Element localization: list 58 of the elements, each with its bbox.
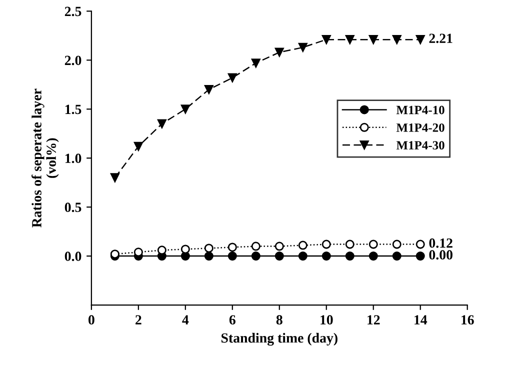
point — [180, 244, 190, 254]
point — [392, 252, 402, 261]
point — [368, 252, 378, 261]
y-tick-label: 1.0 — [65, 154, 82, 164]
x-tick-label: 8 — [276, 315, 282, 325]
point — [322, 252, 331, 261]
y-tick-label: 1.5 — [65, 104, 82, 114]
point — [322, 240, 331, 249]
point — [298, 252, 308, 261]
x-tick-label: 16 — [462, 315, 474, 325]
point — [392, 240, 402, 249]
point — [204, 244, 214, 253]
x-tick-label: 6 — [229, 315, 236, 325]
legend-label: M1P4-30 — [396, 141, 444, 150]
y-tick-label: 2.0 — [64, 56, 82, 66]
x-tick-label: 0 — [88, 315, 94, 325]
point — [322, 35, 331, 44]
x-tick-label: 14 — [414, 315, 428, 324]
point — [416, 252, 425, 261]
point — [368, 240, 378, 249]
point — [345, 252, 354, 261]
point — [110, 173, 120, 182]
y-tick-label: 0.5 — [64, 202, 82, 212]
point — [274, 252, 284, 261]
point — [228, 242, 237, 252]
point — [416, 35, 425, 44]
point — [274, 242, 284, 251]
point — [228, 73, 237, 82]
x-tick-label: 2 — [136, 315, 142, 324]
x-tick-label: 12 — [368, 315, 380, 324]
y-tick-label: 0.0 — [64, 252, 82, 262]
x-tick-label: 4 — [182, 315, 189, 324]
legend-label: M1P4-10 — [396, 106, 444, 114]
point — [345, 240, 354, 249]
y-tick-label: 2.5 — [64, 6, 82, 16]
point — [157, 119, 166, 128]
point — [134, 142, 143, 151]
point — [298, 240, 308, 250]
point — [251, 242, 260, 251]
point — [274, 48, 284, 57]
point — [345, 35, 354, 44]
point — [228, 252, 237, 261]
data-label: 0.12 — [429, 238, 452, 248]
point — [180, 104, 190, 114]
point — [298, 42, 308, 52]
x-tick-label: 10 — [320, 315, 333, 325]
point — [392, 35, 402, 44]
point — [251, 58, 260, 68]
y-axis-title: Ratios of seperate layer (vol%) — [32, 88, 59, 228]
x-axis-title: Standing time (day) — [221, 332, 338, 346]
data-label: 2.21 — [429, 34, 452, 44]
point — [204, 252, 214, 261]
point — [204, 85, 214, 94]
legend-label: M1P4-20 — [396, 123, 444, 132]
point — [368, 35, 378, 44]
point — [416, 240, 425, 249]
data-label: 0.00 — [429, 250, 452, 260]
point — [251, 252, 260, 261]
